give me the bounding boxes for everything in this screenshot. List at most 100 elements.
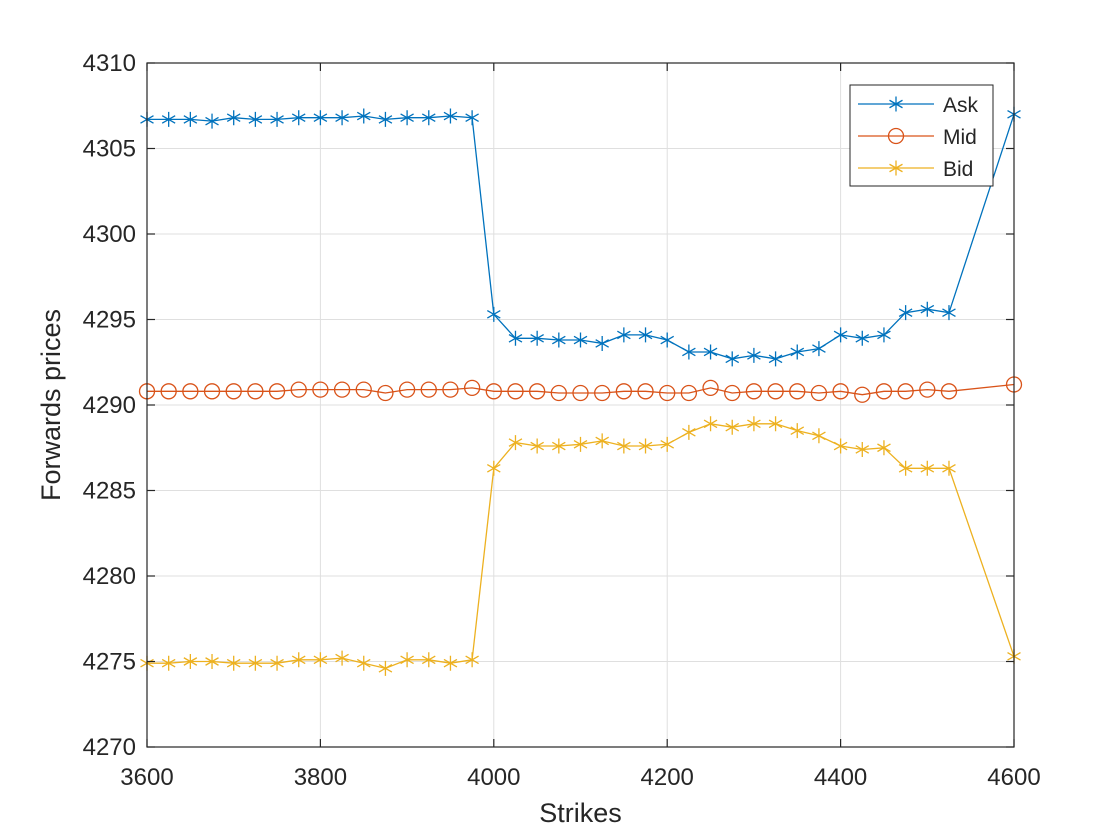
bid-point xyxy=(595,433,609,449)
mid-point xyxy=(268,383,286,400)
bid-point xyxy=(812,428,826,444)
ask-point xyxy=(877,327,891,343)
ask-point xyxy=(552,332,566,348)
bid-point xyxy=(291,652,306,668)
ask-point xyxy=(378,111,393,127)
mid-point xyxy=(398,381,416,398)
ask-point xyxy=(703,344,718,360)
y-tick-label: 4300 xyxy=(83,221,136,248)
mid-point xyxy=(875,383,893,400)
mid-point xyxy=(377,384,394,402)
y-tick-label: 4290 xyxy=(83,392,136,419)
ask-point xyxy=(942,305,956,321)
mid-point xyxy=(789,383,806,400)
mid-point xyxy=(182,383,199,400)
ask-point xyxy=(226,110,241,126)
bid-point xyxy=(920,460,935,476)
bid-point xyxy=(161,655,176,671)
bid-point xyxy=(400,652,414,668)
bid-point xyxy=(660,436,675,452)
legend-bid-marker xyxy=(889,160,903,176)
bid-point xyxy=(356,655,371,671)
ask-point xyxy=(530,330,544,346)
ask-point xyxy=(205,113,219,129)
mid-point xyxy=(507,383,524,400)
bid-point xyxy=(877,440,891,456)
ask-point xyxy=(313,110,328,126)
ask-point xyxy=(833,327,848,343)
mid-point xyxy=(810,384,828,402)
ask-point xyxy=(768,351,783,367)
bid-point xyxy=(725,419,740,435)
ask-point xyxy=(486,306,501,322)
bid-point xyxy=(183,654,198,669)
bid-series xyxy=(140,416,1021,676)
y-tick-label: 4275 xyxy=(83,649,136,676)
legend-mid-marker xyxy=(887,127,905,145)
bid-point xyxy=(443,655,458,671)
mid-point xyxy=(463,379,481,397)
ask-point xyxy=(443,108,458,124)
ask-point xyxy=(291,110,306,126)
bid-point xyxy=(703,416,718,432)
x-tick-label: 4200 xyxy=(641,764,694,791)
bid-point xyxy=(855,441,870,457)
legend-ask-label: Ask xyxy=(943,94,979,117)
bid-point xyxy=(205,654,219,669)
ask-point xyxy=(812,341,826,357)
mid-point xyxy=(247,383,264,400)
ask-point xyxy=(421,110,436,126)
ask-point xyxy=(335,110,349,126)
mid-point xyxy=(832,383,849,400)
mid-point xyxy=(290,381,307,398)
mid-point xyxy=(355,381,372,398)
mid-point xyxy=(333,381,351,398)
axis-ticks: 3600 3800 4000 4200 4400 4600 4270 4275 4280 4285… xyxy=(83,50,1041,791)
ask-point xyxy=(638,327,653,343)
bid-point xyxy=(790,423,805,439)
mid-point xyxy=(420,381,437,398)
bid-point xyxy=(313,652,328,668)
mid-point xyxy=(572,384,589,402)
mid-point xyxy=(615,383,632,400)
bid-point xyxy=(682,424,696,440)
mid-point xyxy=(442,381,459,398)
ask-point xyxy=(248,111,263,127)
y-tick-label: 4305 xyxy=(83,136,136,163)
x-axis-label: Strikes xyxy=(539,798,622,828)
mid-point xyxy=(724,384,741,402)
legend-bid-label: Bid xyxy=(943,158,973,181)
ask-point xyxy=(595,335,609,351)
mid-point xyxy=(940,383,958,400)
bid-point xyxy=(465,652,479,668)
mid-point xyxy=(854,386,871,403)
bid-point xyxy=(508,435,523,451)
bid-point xyxy=(226,655,241,671)
y-tick-label: 4280 xyxy=(83,563,136,590)
y-tick-label: 4270 xyxy=(83,734,136,761)
mid-point xyxy=(702,379,719,397)
ask-point xyxy=(465,110,479,126)
ask-point xyxy=(660,332,675,348)
mid-point xyxy=(745,383,763,400)
mid-point xyxy=(767,383,784,400)
ask-point xyxy=(747,347,761,363)
ask-point xyxy=(790,344,805,360)
mid-point xyxy=(659,384,676,402)
mid-point xyxy=(160,383,177,400)
ask-point xyxy=(617,327,631,343)
x-tick-label: 4000 xyxy=(467,764,520,791)
ask-point xyxy=(573,332,588,348)
mid-point xyxy=(529,383,546,400)
bid-point xyxy=(898,460,913,476)
y-tick-label: 4310 xyxy=(83,50,136,77)
bid-point xyxy=(486,460,501,476)
bid-point xyxy=(942,460,956,476)
y-axis-label: Forwards prices xyxy=(36,309,66,501)
mid-point xyxy=(637,383,654,400)
x-tick-label: 4600 xyxy=(987,764,1040,791)
mid-point xyxy=(680,384,698,402)
ask-point xyxy=(270,111,284,127)
ask-point xyxy=(400,110,414,126)
